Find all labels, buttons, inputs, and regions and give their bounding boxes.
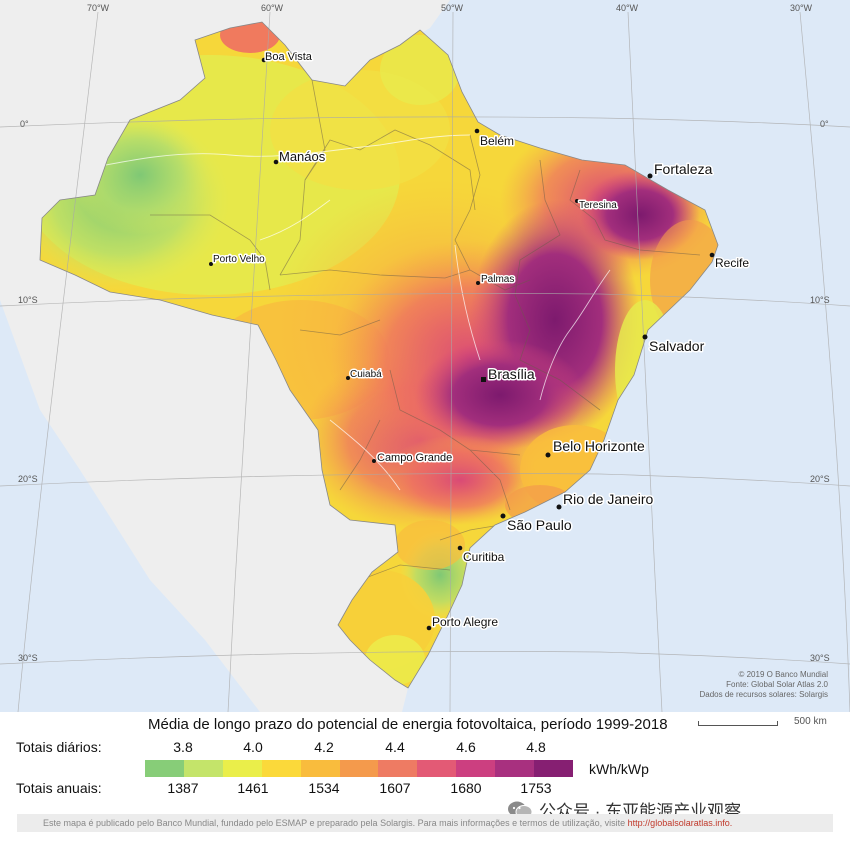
grid-lat-label: 0° xyxy=(20,119,29,129)
map-credit: © 2019 O Banco Mundial Fonte: Global Sol… xyxy=(699,670,828,700)
svg-text:Rio de Janeiro: Rio de Janeiro xyxy=(563,491,653,507)
colorbar-swatch xyxy=(261,760,301,777)
annual-tick: 1461 xyxy=(237,780,269,796)
colorbar-swatch xyxy=(339,760,379,777)
city-fortaleza[interactable]: Fortaleza xyxy=(647,160,714,179)
svg-text:Porto Velho: Porto Velho xyxy=(213,254,265,265)
annual-tick: 1534 xyxy=(308,780,340,796)
daily-tick: 4.2 xyxy=(314,739,334,755)
city-palmas[interactable]: Palmas xyxy=(476,273,516,287)
scale-label: 500 km xyxy=(794,716,827,727)
grid-lat-label: 30°S xyxy=(18,653,38,663)
svg-text:Belo Horizonte: Belo Horizonte xyxy=(553,438,645,454)
colorbar-swatch xyxy=(222,760,262,777)
city-curitiba[interactable]: Curitiba xyxy=(457,545,506,566)
daily-tick: 3.8 xyxy=(173,739,193,755)
svg-text:Curitiba: Curitiba xyxy=(463,550,505,564)
legend-colorbar xyxy=(145,760,573,777)
colorbar-swatch xyxy=(183,760,223,777)
credit-line: Dados de recursos solares: Solargis xyxy=(699,690,828,699)
svg-text:Teresina: Teresina xyxy=(579,200,617,211)
grid-lat-label: 20°S xyxy=(18,474,38,484)
grid-lat-label: 10°S xyxy=(810,295,830,305)
colorbar-swatch xyxy=(417,760,457,777)
city-campo-grande[interactable]: Campo Grande xyxy=(372,451,454,466)
svg-text:Boa Vista: Boa Vista xyxy=(265,51,313,63)
daily-tick: 4.0 xyxy=(243,739,263,755)
grid-lat-labels: 0° 10°S 20°S 30°S 0° 10°S 20°S 30°S xyxy=(18,119,830,663)
grid-lon-label: 50°W xyxy=(441,3,464,13)
city-porto-alegre[interactable]: Porto Alegre xyxy=(426,614,500,631)
colorbar-swatch xyxy=(300,760,340,777)
daily-tick: 4.4 xyxy=(385,739,405,755)
daily-totals-label: Totais diários: xyxy=(16,739,102,755)
annual-tick: 1387 xyxy=(167,780,199,796)
colorbar-swatch xyxy=(456,760,496,777)
city-cuiaba[interactable]: Cuiabá xyxy=(346,368,384,382)
city-rio-de-janeiro[interactable]: Rio de Janeiro xyxy=(556,490,655,510)
city-salvador[interactable]: Salvador xyxy=(642,334,706,356)
city-manaos[interactable]: Manáos xyxy=(273,148,327,166)
grid-lon-label: 60°W xyxy=(261,3,284,13)
svg-text:Fortaleza: Fortaleza xyxy=(654,161,713,177)
city-boa-vista[interactable]: Boa Vista xyxy=(261,50,314,65)
grid-lon-labels: 70°W 60°W 50°W 40°W 30°W xyxy=(87,3,813,13)
grid-lon-label: 30°W xyxy=(790,3,813,13)
city-sao-paulo[interactable]: São Paulo xyxy=(500,513,573,535)
annual-totals-label: Totais anuais: xyxy=(16,780,102,796)
colorbar-swatch xyxy=(145,760,184,777)
svg-text:São Paulo: São Paulo xyxy=(507,517,572,533)
credit-line: Fonte: Global Solar Atlas 2.0 xyxy=(726,680,828,689)
city-brasilia[interactable]: Brasília xyxy=(481,365,536,384)
annual-tick: 1753 xyxy=(520,780,552,796)
grid-lat-label: 30°S xyxy=(810,653,830,663)
colorbar-swatch xyxy=(534,760,573,777)
grid-lon-label: 70°W xyxy=(87,3,110,13)
grid-lat-label: 10°S xyxy=(18,295,38,305)
svg-text:Campo Grande: Campo Grande xyxy=(377,452,452,464)
footer-text: Este mapa é publicado pelo Banco Mundial… xyxy=(43,818,628,828)
colorbar-swatch xyxy=(495,760,535,777)
city-belo-horizonte[interactable]: Belo Horizonte xyxy=(545,437,647,458)
svg-text:Manáos: Manáos xyxy=(279,149,326,164)
svg-text:Cuiabá: Cuiabá xyxy=(350,369,382,380)
city-teresina[interactable]: Teresina xyxy=(575,199,619,213)
svg-text:Brasília: Brasília xyxy=(488,366,535,382)
legend-unit: kWh/kWp xyxy=(589,761,649,777)
credit-line: © 2019 O Banco Mundial xyxy=(738,670,828,679)
footer-link[interactable]: http://globalsolaratlas.info. xyxy=(627,818,733,828)
daily-tick: 4.6 xyxy=(456,739,476,755)
city-belem[interactable]: Belém xyxy=(474,128,516,150)
svg-text:Salvador: Salvador xyxy=(649,338,705,354)
city-recife[interactable]: Recife xyxy=(709,252,751,272)
svg-text:Porto Alegre: Porto Alegre xyxy=(432,615,498,629)
footer: Este mapa é publicado pelo Banco Mundial… xyxy=(17,814,833,832)
city-porto-velho[interactable]: Porto Velho xyxy=(209,253,267,267)
annual-tick: 1607 xyxy=(379,780,411,796)
svg-text:Palmas: Palmas xyxy=(481,274,514,285)
daily-tick: 4.8 xyxy=(526,739,546,755)
grid-lat-label: 0° xyxy=(820,119,829,129)
annual-tick: 1680 xyxy=(450,780,482,796)
svg-text:Recife: Recife xyxy=(715,256,749,270)
svg-text:Belém: Belém xyxy=(480,134,514,148)
colorbar-swatch xyxy=(378,760,418,777)
grid-lon-label: 40°W xyxy=(616,3,639,13)
scale-bar-line xyxy=(698,721,778,726)
grid-lat-label: 20°S xyxy=(810,474,830,484)
legend-title: Média de longo prazo do potencial de ene… xyxy=(148,716,668,733)
solar-map: 70°W 60°W 50°W 40°W 30°W 0° 10°S 20°S 30… xyxy=(0,0,850,712)
